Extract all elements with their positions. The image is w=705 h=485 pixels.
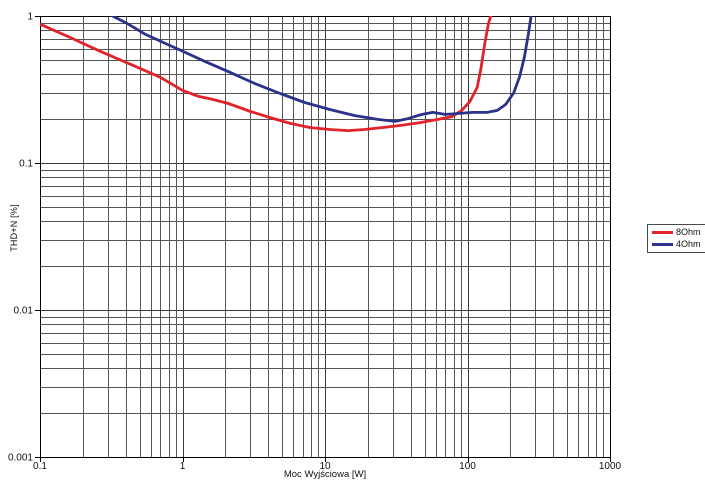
series-8ohm-curve xyxy=(40,16,493,132)
axis-ticks xyxy=(35,16,611,462)
series-curves xyxy=(40,16,533,132)
x-tick-label: 10 xyxy=(319,461,331,472)
legend-4ohm-label: 4Ohm xyxy=(676,239,701,249)
x-tick-label: 1000 xyxy=(599,461,622,472)
legend-8ohm-line-swatch xyxy=(652,231,673,234)
x-tick-label: 1 xyxy=(180,461,186,472)
y-tick-label: 0.01 xyxy=(14,306,34,317)
y-tick-label: 0.001 xyxy=(8,453,33,464)
x-axis-title: Moc Wyjściowa [W] xyxy=(283,469,367,480)
legend-item-8ohm: 8Ohm xyxy=(652,228,701,237)
tick-labels: 0.1 1 10 100 1000 1 0.1 0.01 0.001 xyxy=(8,12,622,473)
legend: 8Ohm 4Ohm xyxy=(647,224,705,253)
x-tick-label: 100 xyxy=(459,461,476,472)
legend-8ohm-label: 8Ohm xyxy=(676,227,701,237)
legend-item-4ohm: 4Ohm xyxy=(652,240,701,249)
grid-lines xyxy=(40,16,611,458)
series-4ohm-curve xyxy=(109,16,533,123)
legend-4ohm-line-swatch xyxy=(652,243,673,246)
y-axis-title: THD+N [%] xyxy=(9,204,19,252)
x-tick-label: 0.1 xyxy=(33,461,47,472)
y-tick-label: 0.1 xyxy=(19,159,33,170)
y-tick-label: 1 xyxy=(27,12,33,23)
